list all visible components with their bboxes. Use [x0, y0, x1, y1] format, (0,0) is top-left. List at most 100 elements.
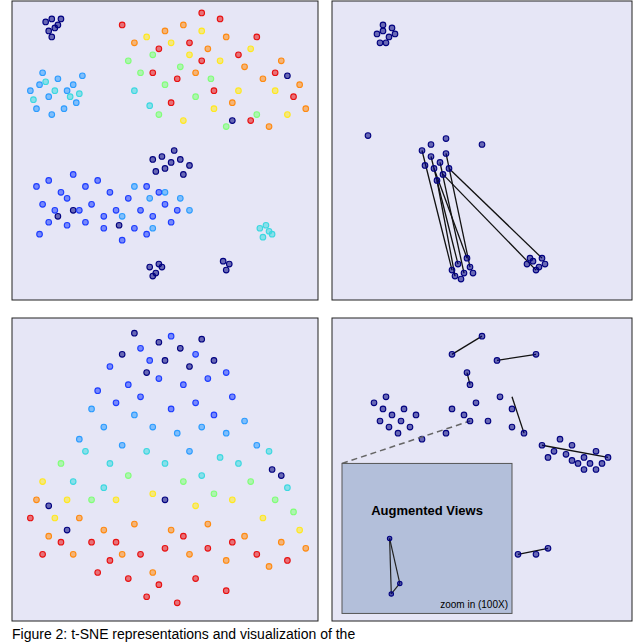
inset-label: zoom in (100X)	[440, 599, 508, 610]
point	[380, 28, 386, 34]
point	[223, 267, 229, 273]
point	[563, 452, 569, 458]
figure: Augmented Viewszoom in (100X)Figure 2: t…	[0, 0, 640, 644]
point	[545, 455, 551, 461]
point	[147, 264, 153, 270]
point	[77, 208, 83, 214]
point	[569, 458, 575, 464]
point	[40, 552, 46, 558]
point	[119, 22, 125, 28]
point	[46, 178, 52, 184]
point	[174, 430, 180, 436]
point	[107, 190, 113, 196]
point	[162, 461, 168, 467]
point	[95, 570, 101, 576]
point	[230, 100, 236, 106]
point	[187, 208, 193, 214]
point	[95, 388, 101, 394]
point	[387, 536, 391, 540]
point	[236, 88, 242, 94]
point	[119, 352, 125, 358]
point	[440, 172, 446, 178]
point	[428, 154, 434, 160]
point	[223, 558, 229, 564]
point	[461, 270, 467, 276]
point	[132, 330, 138, 336]
point	[452, 273, 458, 279]
point	[156, 376, 162, 382]
point	[443, 430, 449, 436]
point	[509, 424, 515, 430]
point	[217, 455, 223, 461]
point	[168, 219, 174, 225]
point	[181, 172, 187, 178]
point	[52, 515, 58, 521]
caption: Figure 2: t-SNE representations and visu…	[12, 626, 355, 642]
point	[461, 412, 467, 418]
point	[150, 70, 156, 76]
point	[150, 491, 156, 497]
point	[95, 178, 101, 184]
point	[49, 112, 55, 118]
point	[156, 112, 162, 118]
point	[449, 352, 455, 358]
point	[223, 430, 229, 436]
point	[398, 418, 404, 424]
point	[83, 219, 89, 225]
plot-frame	[332, 318, 632, 621]
point	[587, 461, 593, 467]
point	[52, 88, 58, 94]
point	[223, 124, 229, 130]
plot-area	[365, 22, 548, 282]
point	[64, 497, 70, 503]
point	[386, 424, 392, 430]
point	[371, 400, 377, 406]
point	[428, 142, 434, 148]
plot-area	[28, 330, 309, 605]
point	[485, 418, 491, 424]
point	[242, 64, 248, 70]
point	[150, 52, 156, 58]
point	[125, 576, 131, 582]
point	[156, 46, 162, 52]
point	[365, 133, 371, 139]
point	[113, 208, 119, 214]
point	[455, 261, 461, 267]
point	[70, 172, 76, 178]
point	[380, 22, 386, 28]
point	[557, 436, 563, 442]
point	[181, 479, 187, 485]
point	[434, 178, 440, 184]
point	[593, 449, 599, 455]
point	[187, 52, 193, 58]
point	[193, 352, 199, 358]
point	[178, 64, 184, 70]
point	[211, 412, 217, 418]
point	[291, 509, 297, 515]
point	[413, 412, 419, 418]
point	[377, 40, 383, 46]
point	[254, 442, 260, 448]
point	[278, 473, 284, 479]
point	[545, 545, 551, 551]
point	[119, 442, 125, 448]
point	[144, 34, 150, 40]
point	[199, 473, 205, 479]
point	[515, 552, 521, 558]
point	[248, 46, 254, 52]
point	[187, 552, 193, 558]
point	[162, 545, 168, 551]
point	[226, 261, 232, 267]
point	[168, 406, 174, 412]
point	[380, 406, 386, 412]
point	[49, 34, 55, 40]
point	[443, 151, 449, 157]
point	[297, 82, 303, 88]
point	[144, 184, 150, 190]
point	[101, 213, 107, 219]
point	[230, 394, 236, 400]
point	[58, 539, 64, 545]
point	[422, 163, 428, 169]
point	[70, 552, 76, 558]
pair-line	[422, 151, 452, 271]
